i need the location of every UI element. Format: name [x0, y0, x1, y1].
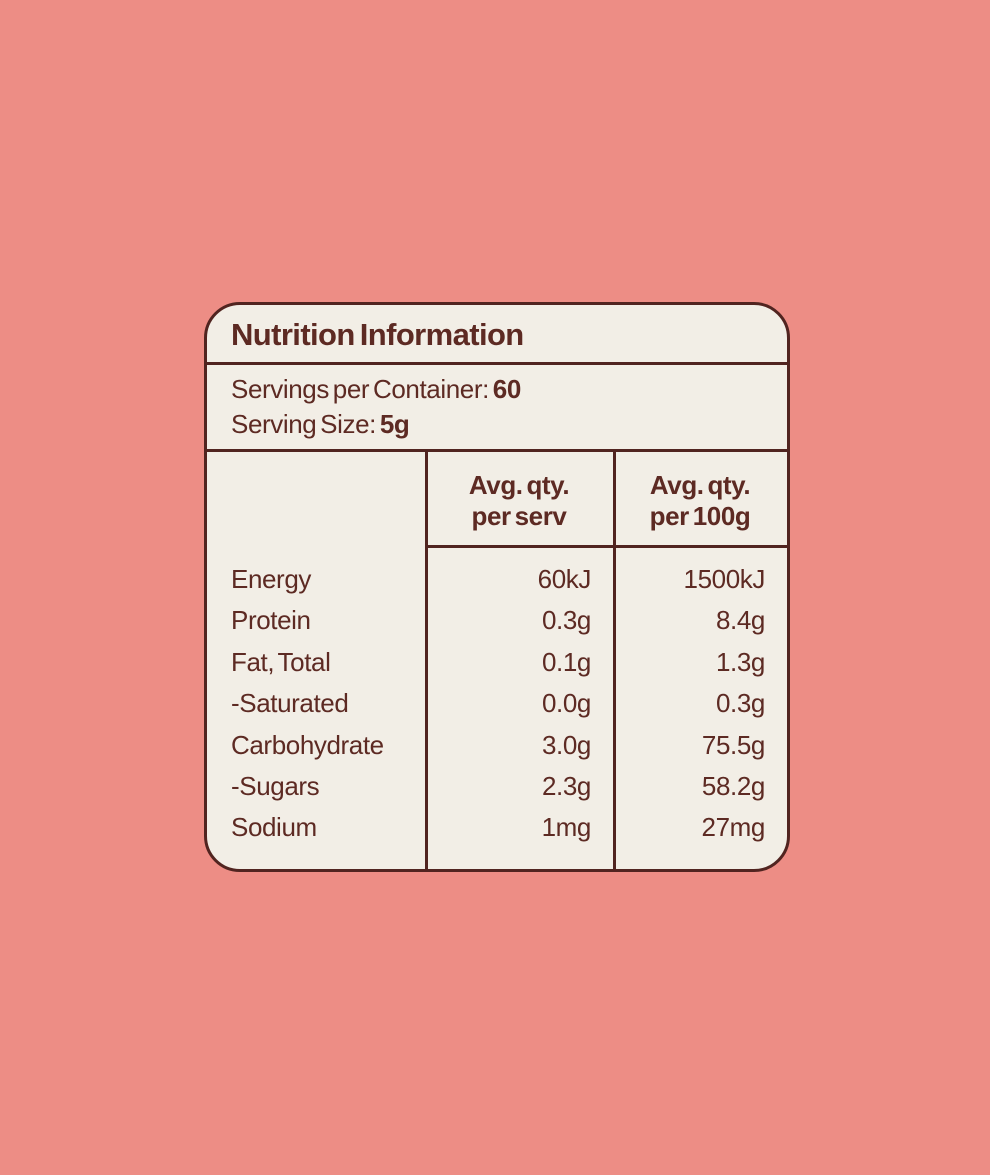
- row-per-100g-value: 1.3g: [715, 646, 765, 677]
- nutrition-label-card: Nutrition Information Servings per Conta…: [204, 302, 790, 872]
- table-row: -Saturated 0.0g 0.3g: [207, 683, 787, 724]
- row-per-serv-value: 2.3g: [541, 771, 591, 802]
- header-per-serv: Avg. qty. per serv: [425, 468, 613, 532]
- row-label: Carbohydrate: [231, 729, 384, 760]
- servings-per-container-label: Servings per Container:: [231, 374, 493, 404]
- header-per-100g-line1: Avg. qty.: [649, 470, 751, 500]
- nutrition-label-title: Nutrition Information: [207, 305, 787, 365]
- row-per-serv-value: 0.0g: [541, 688, 591, 719]
- serving-size-label: Serving Size:: [231, 409, 380, 439]
- table-row: Sodium 1mg 27mg: [207, 807, 787, 848]
- row-per-serv-value: 1mg: [541, 812, 592, 843]
- row-label: Sodium: [231, 812, 317, 843]
- table-row: Energy 60kJ 1500kJ: [207, 559, 787, 600]
- row-per-serv-value: 0.1g: [541, 646, 591, 677]
- row-per-100g-value: 75.5g: [701, 729, 765, 760]
- header-per-serv-line2: per serv: [471, 501, 567, 531]
- nutrition-table: Avg. qty. per serv Avg. qty. per 100g En…: [207, 452, 787, 869]
- header-divider: [425, 545, 787, 548]
- row-per-100g-value: 1500kJ: [683, 564, 766, 594]
- header-nutrient-column: [207, 499, 425, 501]
- header-per-serv-line1: Avg. qty.: [468, 470, 570, 500]
- row-label: Protein: [231, 605, 311, 636]
- row-per-serv-value: 0.3g: [541, 605, 591, 636]
- column-divider: [613, 452, 616, 869]
- serving-size-value: 5g: [379, 409, 410, 439]
- row-per-100g-value: 8.4g: [715, 605, 765, 636]
- table-header-row: Avg. qty. per serv Avg. qty. per 100g: [207, 452, 787, 548]
- row-label: -Saturated: [231, 688, 349, 719]
- servings-section: Servings per Container: 60 Serving Size:…: [207, 365, 787, 452]
- row-label: Energy: [231, 564, 311, 594]
- header-per-100g-line2: per 100g: [649, 501, 751, 531]
- table-row: Fat, Total 0.1g 1.3g: [207, 642, 787, 683]
- header-per-100g: Avg. qty. per 100g: [613, 468, 787, 532]
- row-per-100g-value: 27mg: [701, 812, 766, 843]
- row-label: Fat, Total: [231, 646, 331, 677]
- serving-size-line: Serving Size: 5g: [231, 407, 763, 442]
- row-label: -Sugars: [231, 771, 320, 802]
- servings-per-container-value: 60: [492, 374, 522, 404]
- servings-per-container-line: Servings per Container: 60: [231, 372, 763, 407]
- row-per-100g-value: 0.3g: [715, 688, 765, 719]
- row-per-serv-value: 60kJ: [537, 564, 592, 594]
- column-divider: [425, 452, 428, 869]
- row-per-serv-value: 3.0g: [541, 729, 591, 760]
- table-row: -Sugars 2.3g 58.2g: [207, 766, 787, 807]
- table-row: Protein 0.3g 8.4g: [207, 600, 787, 641]
- row-per-100g-value: 58.2g: [701, 771, 765, 802]
- table-row: Carbohydrate 3.0g 75.5g: [207, 725, 787, 766]
- table-rows: Energy 60kJ 1500kJ Protein 0.3g 8.4g Fat, Tota…: [207, 548, 787, 849]
